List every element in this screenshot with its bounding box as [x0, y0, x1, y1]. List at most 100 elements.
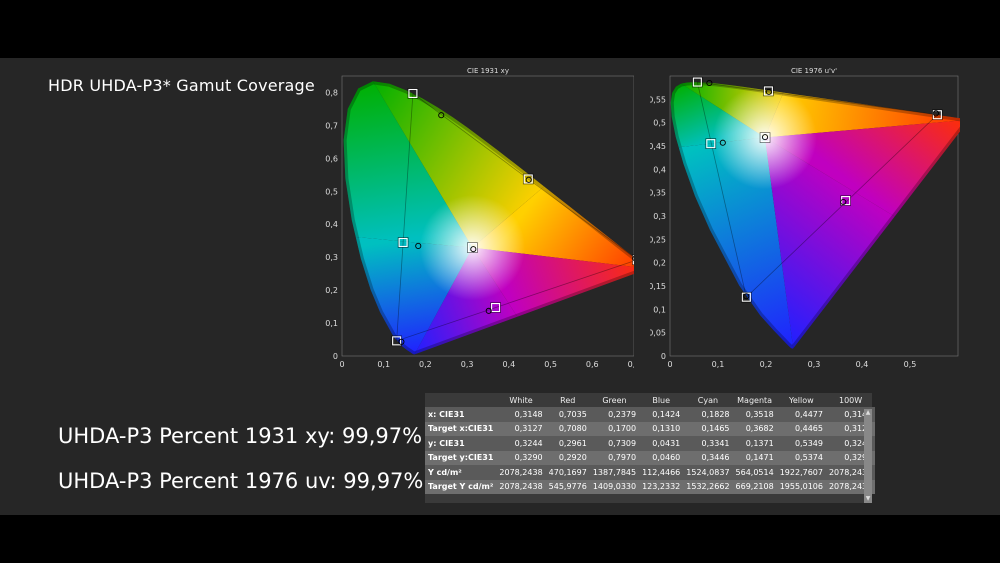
- table-header-row: White Red Green Blue Cyan Magenta Yellow 100W: [425, 393, 875, 407]
- table-scrollbar[interactable]: ▲ ▼: [864, 409, 872, 503]
- table-cell: 0,3148: [825, 407, 876, 422]
- gamut-wedge: [343, 81, 473, 248]
- measured-marker: [706, 79, 713, 87]
- table-cell: 0,3127: [825, 421, 876, 436]
- cie1976-svg: CIE 1976 u'v' 0 0,1 0,2 0,3 0,4 0,5 0 0,05 0,1 0,1…: [650, 67, 960, 369]
- measured-marker: [415, 242, 422, 249]
- target-marker: [491, 302, 501, 313]
- y-tick-label: 0,3: [653, 212, 666, 221]
- chart-title: CIE 1976 u'v': [791, 67, 837, 75]
- y-tick-label: 0,4: [653, 165, 666, 174]
- x-tick-label: 0,4: [856, 360, 869, 369]
- x-tick-label: 0,7: [628, 360, 634, 369]
- column-header: Yellow: [789, 395, 814, 405]
- y-tick-label: 0,45: [650, 142, 666, 151]
- table-row: y: CIE31 0,3244 0,2961 0,7309 0,0431 0,3341 0,…: [425, 436, 876, 451]
- target-marker: [692, 77, 702, 87]
- x-tick-label: 0,4: [502, 360, 515, 369]
- table-cell: 0,7309: [589, 436, 640, 451]
- table-cell: 0,3341: [683, 436, 733, 451]
- measured-marker: [438, 112, 445, 119]
- measured-marker: [485, 307, 492, 314]
- table-cell: 545,9776: [545, 479, 590, 494]
- row-label: Target y:CIE31: [425, 450, 497, 465]
- y-tick-label: 0,25: [650, 235, 666, 244]
- x-tick-label: 0,1: [712, 360, 725, 369]
- x-tick-label: 0: [667, 360, 672, 369]
- chart-title: CIE 1931 xy: [467, 67, 509, 75]
- table-cell: 0,2920: [545, 450, 590, 465]
- target-marker-outline: [632, 254, 634, 266]
- table-cell: 0,7080: [545, 421, 590, 436]
- column-header: White: [509, 395, 533, 405]
- column-header: Magenta: [737, 395, 773, 405]
- measured-marker: [840, 198, 847, 206]
- target-marker-outline: [490, 302, 501, 313]
- table-body: x: CIE31 0,3148 0,7035 0,2379 0,1424 0,1828 0,…: [425, 407, 876, 494]
- measured-marker: [761, 134, 769, 141]
- measured-marker: [719, 139, 726, 146]
- target-triangle: [696, 81, 939, 298]
- y-tick-label: 0,3: [325, 253, 338, 262]
- target-marker: [523, 174, 533, 184]
- target-marker-outline: [763, 85, 774, 97]
- target-marker-outline: [705, 138, 717, 149]
- target-marker: [760, 133, 770, 143]
- table-cell: 1955,0106: [776, 479, 826, 494]
- measured-marker: [765, 88, 772, 95]
- percent-1931-label: UHDA-P3 Percent 1931 xy: 99,97%: [58, 424, 423, 448]
- column-header: [425, 393, 496, 407]
- x-tick-label: 0,2: [760, 360, 773, 369]
- table-cell: 0,3290: [825, 450, 876, 465]
- column-header: Blue: [652, 395, 671, 405]
- x-tick-label: 0,3: [461, 360, 474, 369]
- table-cell: 1409,0330: [589, 479, 640, 494]
- table-row: Y cd/m² 2078,2438 470,1697 1387,7845 112,446…: [425, 465, 876, 480]
- x-tick-label: 0,6: [586, 360, 599, 369]
- table-cell: 2078,2438: [825, 465, 876, 480]
- measured-marker: [398, 338, 405, 345]
- table-cell: 0,2961: [545, 436, 590, 451]
- y-tick-label: 0,5: [653, 119, 666, 128]
- table-cell: 123,2332: [639, 479, 684, 494]
- table-cell: 0,7035: [545, 407, 590, 422]
- y-tick-label: 0,7: [325, 121, 338, 130]
- scroll-down-icon[interactable]: ▼: [865, 495, 871, 502]
- target-marker-outline: [522, 173, 534, 185]
- table-cell: 0,1465: [683, 421, 733, 436]
- table-cell: 0,1424: [639, 407, 684, 422]
- y-tick-label: 0,2: [325, 286, 338, 295]
- x-tick-label: 0,3: [808, 360, 821, 369]
- table-row: Target x:CIE31 0,3127 0,7080 0,1700 0,1310 0,…: [425, 421, 876, 436]
- target-marker-outline: [407, 88, 419, 99]
- table-cell: 0,1828: [683, 407, 733, 422]
- measured-marker: [932, 110, 939, 117]
- y-tick-label: 0,55: [650, 95, 666, 104]
- target-marker-outline: [391, 335, 402, 347]
- target-marker: [706, 139, 716, 149]
- measured-marker: [525, 176, 532, 183]
- row-label: Y cd/m²: [425, 465, 497, 480]
- target-triangle: [396, 92, 634, 342]
- table-cell: 0,4477: [776, 407, 826, 422]
- scroll-up-icon[interactable]: ▲: [865, 409, 871, 416]
- table-cell: 0,3244: [825, 436, 876, 451]
- measurement-grid: White Red Green Blue Cyan Magenta Yellow 100W x…: [425, 393, 876, 494]
- x-tick-label: 0,1: [377, 360, 390, 369]
- measured-marker: [470, 246, 477, 253]
- page-title: HDR UHDA-P3* Gamut Coverage: [48, 76, 315, 95]
- target-marker: [398, 237, 408, 248]
- y-tick-label: 0,1: [653, 305, 666, 314]
- y-tick-label: 0,2: [653, 259, 666, 268]
- y-tick-label: 0,15: [650, 282, 666, 291]
- table-row: x: CIE31 0,3148 0,7035 0,2379 0,1424 0,1828 0,…: [425, 407, 876, 422]
- column-header: Red: [560, 395, 576, 405]
- target-marker-outline: [467, 242, 478, 253]
- table-cell: 0,7970: [589, 450, 640, 465]
- table-cell: 564,0514: [732, 465, 777, 480]
- table-cell: 0,3148: [496, 407, 546, 422]
- table-row: Target Y cd/m² 2078,2438 545,9776 1409,0330…: [425, 479, 876, 494]
- table-row: Target y:CIE31 0,3290 0,2920 0,7970 0,0460 0,…: [425, 450, 876, 465]
- target-marker: [408, 88, 418, 99]
- target-marker: [763, 86, 773, 96]
